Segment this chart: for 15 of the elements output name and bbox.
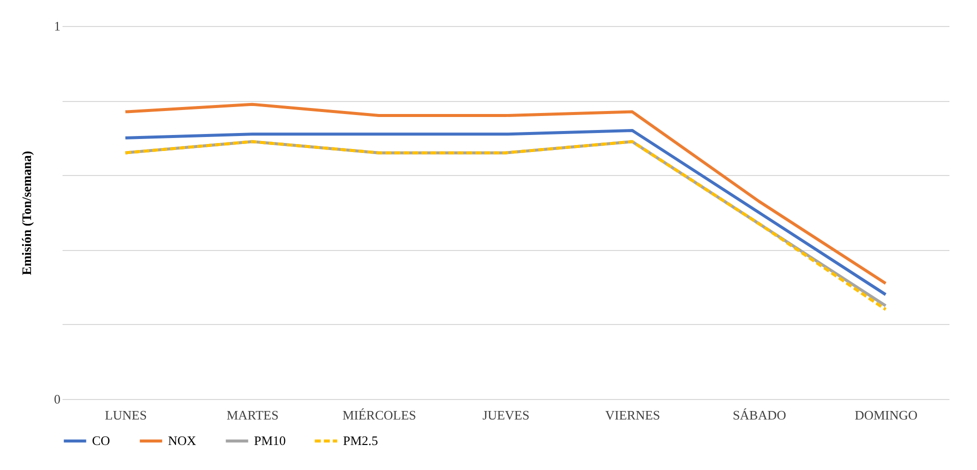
legend-label: PM2.5 (343, 433, 378, 448)
legend-label: CO (92, 433, 110, 448)
line-series (124, 102, 888, 285)
x-tick-label: MARTES (226, 408, 279, 422)
x-tick-label: JUEVES (482, 408, 530, 422)
y-tick-label: 1 (54, 18, 60, 34)
legend-label: PM10 (254, 433, 286, 448)
x-tick-label: VIERNES (605, 408, 660, 422)
y-tick-label: 0 (54, 392, 60, 406)
legend-label: NOX (168, 433, 197, 448)
x-tick-label: MIÉRCOLES (342, 408, 416, 422)
y-axis-title: Emisión (Ton/semana) (19, 150, 34, 276)
x-tick-label: SÁBADO (732, 408, 786, 422)
x-tick-label: LUNES (104, 408, 147, 422)
x-tick-label: DOMINGO (854, 408, 918, 422)
